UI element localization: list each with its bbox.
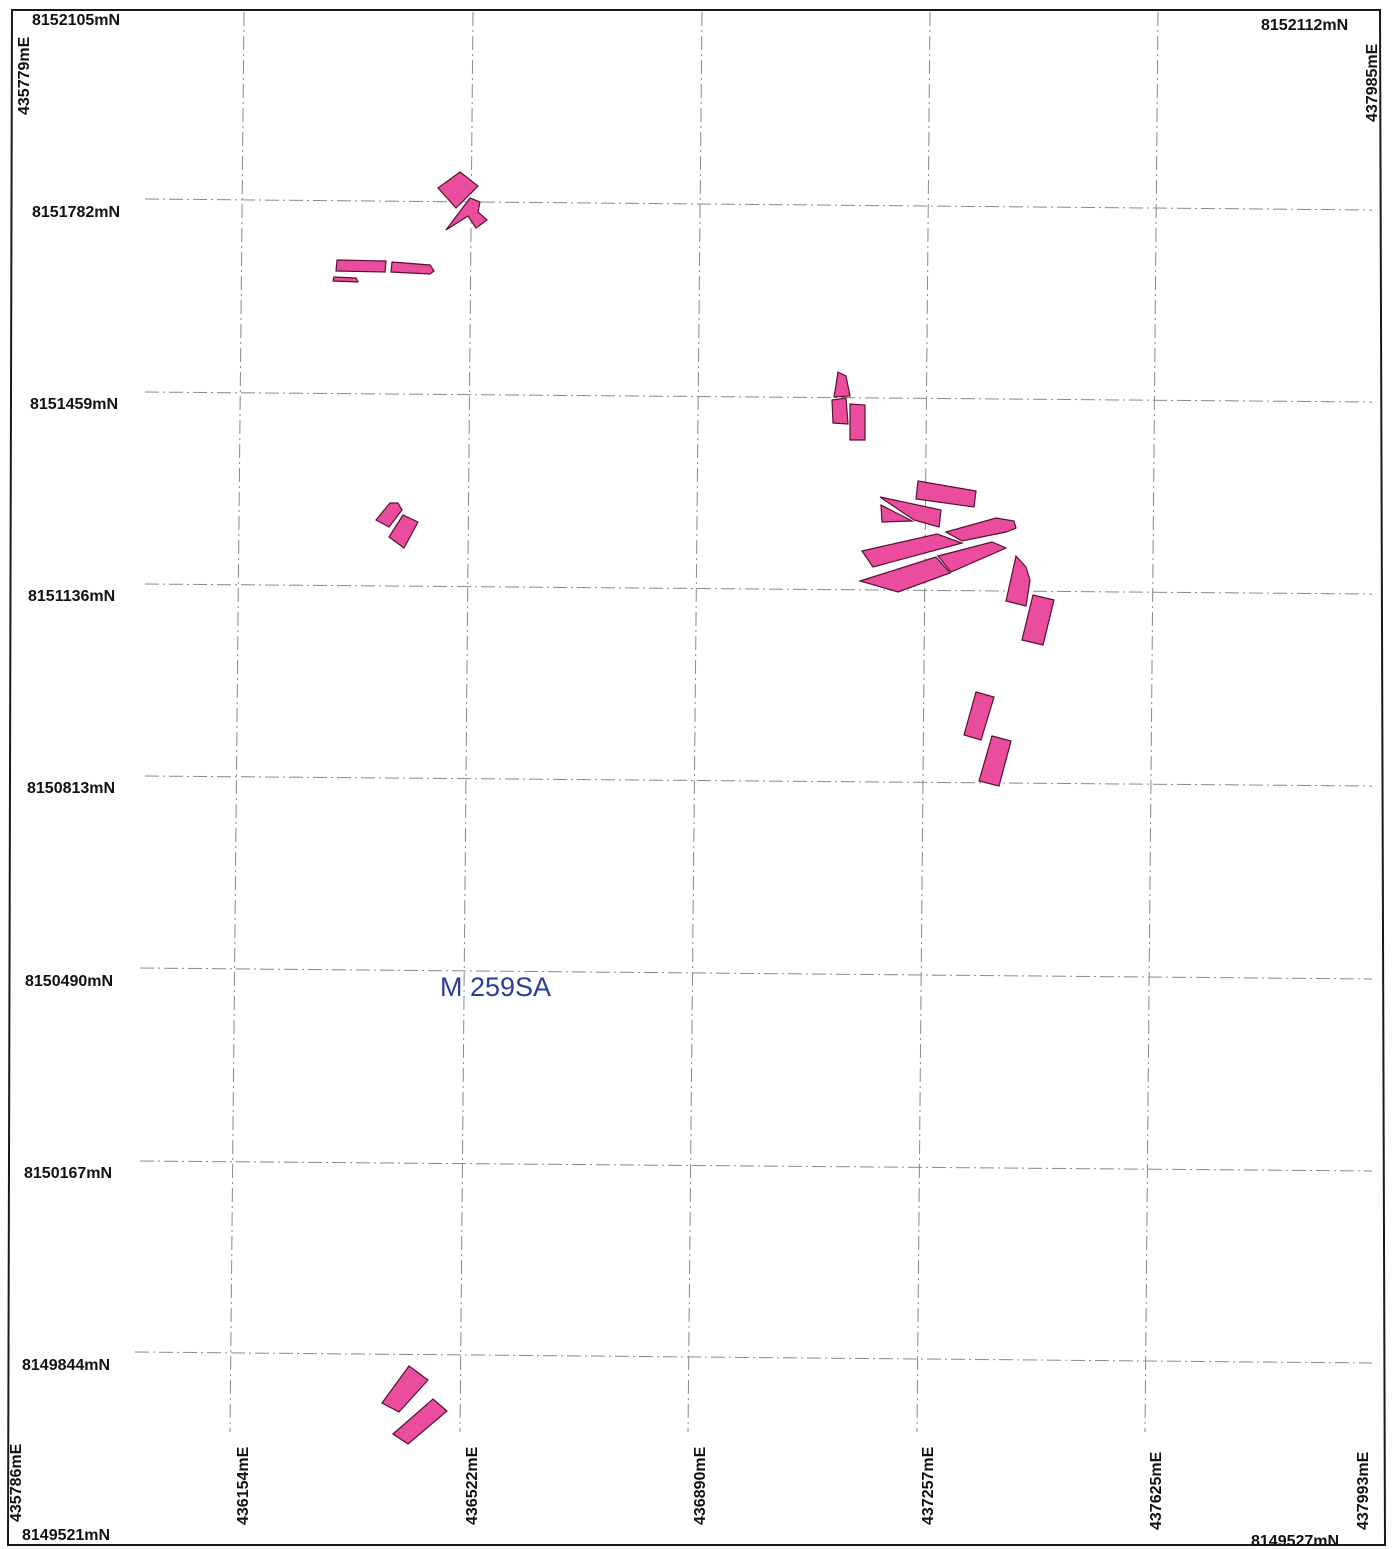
grid-line-easting [229, 11, 245, 1433]
grid-line-northing [134, 1351, 1373, 1364]
tenement-polygon[interactable] [857, 556, 952, 593]
easting-label: 437257mE [920, 1446, 937, 1525]
tenement-polygon[interactable] [445, 197, 488, 231]
tenement-polygon[interactable] [831, 397, 849, 425]
grid-line-northing [144, 775, 1373, 787]
corner-easting-bottom-right: 437993mE [1355, 1451, 1372, 1530]
tenement-polygon[interactable] [381, 1365, 429, 1413]
map-frame [6, 9, 1387, 1546]
lease-label: M 259SA [440, 972, 551, 1002]
easting-label: 437625mE [1148, 1451, 1165, 1530]
tenement-polygon[interactable] [833, 371, 851, 398]
tenement-polygon[interactable] [849, 403, 866, 441]
tenement-polygon[interactable] [332, 276, 359, 283]
tenement-polygon[interactable] [390, 261, 435, 275]
corner-northing-bottom-left: 8149521mN [22, 1527, 110, 1544]
grid-line-northing [139, 967, 1373, 980]
northing-label: 8150813mN [27, 780, 115, 797]
tenement-polygon[interactable] [375, 502, 403, 528]
northing-label: 8151136mN [28, 588, 115, 605]
tenement-polygon[interactable] [880, 503, 915, 523]
tenement-polygon[interactable] [915, 480, 977, 508]
tenement-polygon[interactable] [1005, 554, 1031, 607]
easting-label: 436522mE [464, 1446, 481, 1525]
tenement-polygon[interactable] [1021, 594, 1055, 646]
northing-label: 8150167mN [24, 1165, 112, 1182]
northing-labels: 8151782mN 8151459mN 8151136mN 8150813mN … [22, 204, 120, 1374]
grid-line-northing [144, 198, 1373, 211]
tenement-polygon[interactable] [392, 1398, 448, 1445]
northing-label: 8150490mN [25, 973, 113, 990]
northing-label: 8151459mN [30, 396, 118, 413]
easting-grid [229, 11, 1159, 1433]
grid-line-northing [139, 1160, 1373, 1172]
tenement-polygon[interactable] [437, 171, 479, 209]
northing-label: 8151782mN [32, 204, 120, 221]
corner-easting-top-right: 437985mE [1364, 43, 1381, 122]
grid-line-northing [144, 583, 1373, 595]
tenement-polygon[interactable] [861, 533, 964, 568]
corner-northing-top-left: 8152105mN [32, 12, 120, 29]
tenement-polygon[interactable] [879, 496, 942, 528]
grid-line-easting [916, 11, 931, 1433]
corner-northing-bottom-right: 8149527mN [1251, 1533, 1339, 1549]
tenement-polygon[interactable] [978, 735, 1012, 787]
grid-line-northing [144, 391, 1373, 403]
easting-labels: 436154mE 436522mE 436890mE 437257mE 4376… [235, 1446, 1165, 1530]
corner-northing-top-right: 8152112mN [1261, 17, 1348, 34]
grid-line-easting [1144, 11, 1159, 1433]
corner-easting-bottom-left: 435786mE [8, 1443, 25, 1522]
northing-grid [134, 198, 1373, 1364]
northing-label: 8149844mN [22, 1357, 110, 1374]
grid-line-easting [459, 11, 474, 1433]
easting-label: 436154mE [235, 1446, 252, 1525]
tenement-polygon[interactable] [963, 691, 995, 741]
corner-easting-top-left: 435779mE [16, 36, 33, 115]
tenement-polygon[interactable] [944, 517, 1017, 542]
tenement-polygon[interactable] [936, 541, 1008, 573]
corner-labels: 8152105mN 435779mE 8152112mN 437985mE 43… [8, 12, 1381, 1549]
easting-label: 436890mE [692, 1446, 709, 1525]
grid-line-easting [687, 11, 703, 1433]
tenement-polygon[interactable] [388, 514, 419, 549]
tenement-polygon[interactable] [335, 259, 387, 273]
tenement-polygons [332, 171, 1055, 1445]
